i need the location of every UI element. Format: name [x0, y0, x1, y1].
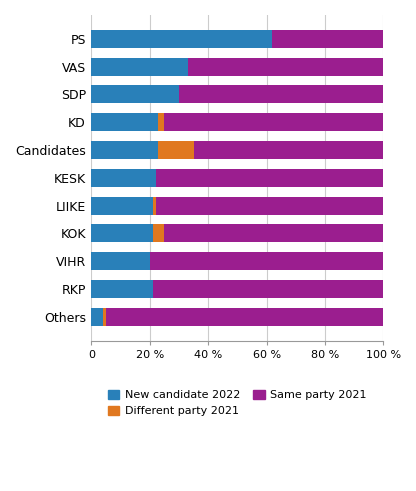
Bar: [103, 308, 106, 326]
Bar: [153, 224, 164, 243]
Bar: [158, 141, 193, 159]
Bar: [91, 224, 153, 243]
Bar: [156, 169, 384, 187]
Bar: [91, 280, 153, 298]
Bar: [91, 252, 150, 270]
Bar: [91, 141, 158, 159]
Bar: [156, 196, 384, 215]
Bar: [272, 30, 384, 48]
Bar: [91, 308, 103, 326]
Bar: [106, 308, 384, 326]
Bar: [153, 196, 156, 215]
Bar: [158, 113, 164, 131]
Legend: New candidate 2022, Different party 2021, Same party 2021: New candidate 2022, Different party 2021…: [104, 385, 371, 421]
Bar: [91, 196, 153, 215]
Bar: [164, 224, 384, 243]
Bar: [150, 252, 384, 270]
Bar: [188, 57, 384, 76]
Bar: [179, 85, 384, 104]
Bar: [164, 113, 384, 131]
Bar: [91, 113, 158, 131]
Bar: [91, 85, 179, 104]
Bar: [91, 30, 272, 48]
Bar: [91, 57, 188, 76]
Bar: [193, 141, 384, 159]
Bar: [91, 169, 156, 187]
Bar: [153, 280, 384, 298]
